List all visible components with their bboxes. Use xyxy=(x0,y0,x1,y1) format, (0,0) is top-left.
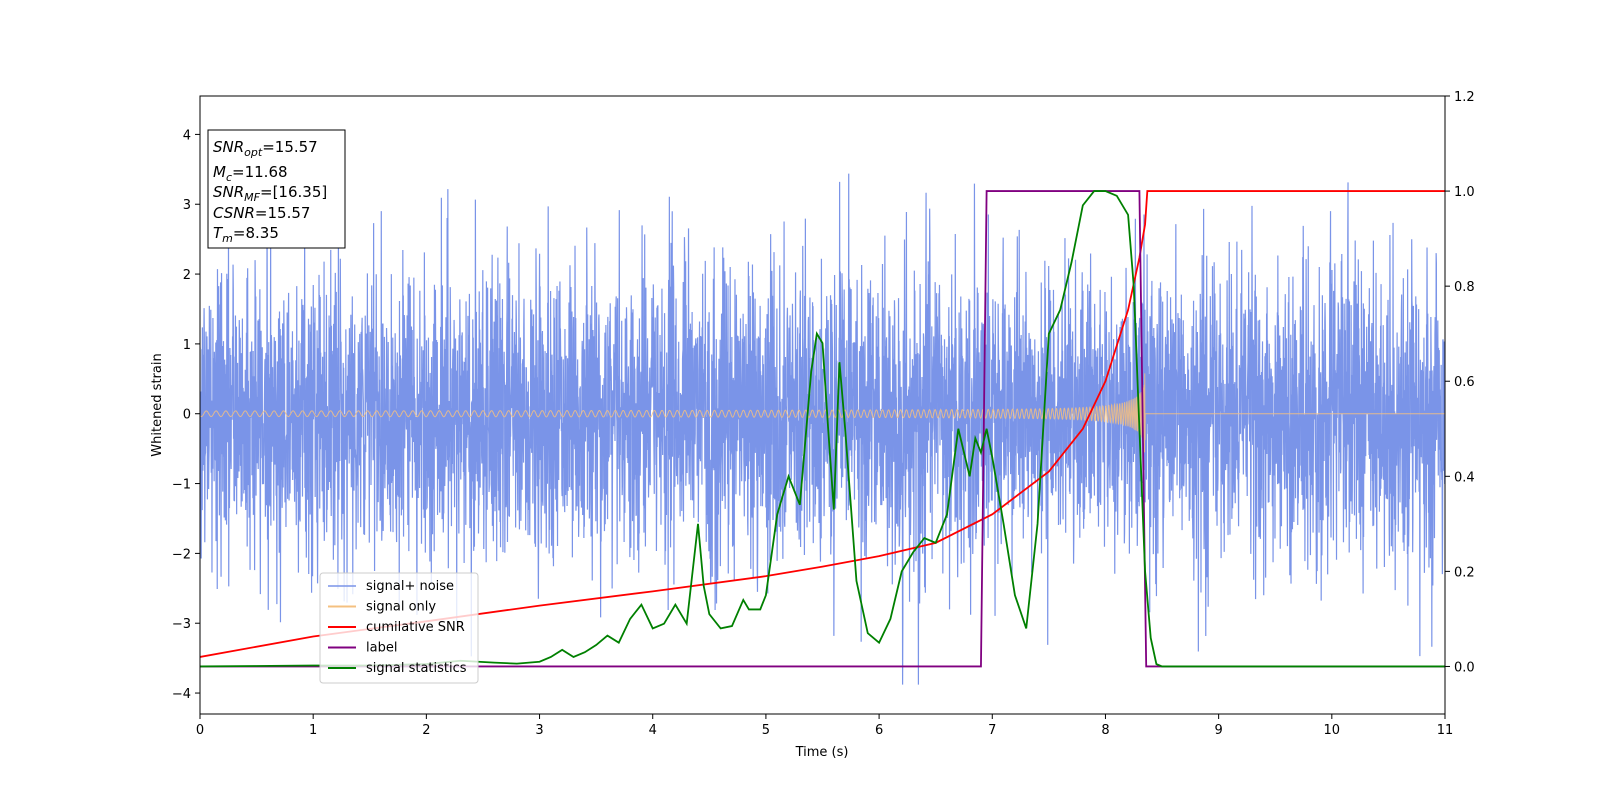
y-axis-left: −4 −3 −2 −1 0 1 2 3 4 xyxy=(172,128,200,702)
plot-area xyxy=(200,173,1445,685)
annotation-box: SNRopt=15.57 Mc=11.68SNRMF=[16.35]CSNR=15… xyxy=(207,129,346,249)
x-tick-label: 1 xyxy=(309,723,317,738)
y-right-tick-label: 0.4 xyxy=(1454,470,1475,485)
x-tick-label: 2 xyxy=(422,723,430,738)
series-signal-only xyxy=(200,373,1445,453)
y-right-tick-label: 0.0 xyxy=(1454,660,1475,675)
x-axis: 0 1 2 3 4 5 6 7 8 9 10 11 xyxy=(196,714,1453,738)
x-tick-label: 6 xyxy=(875,723,883,738)
series-signal-noise xyxy=(200,173,1445,685)
x-tick-label: 7 xyxy=(988,723,996,738)
y-left-tick-label: 0 xyxy=(183,408,191,423)
annotation-line: Tm=8.35 xyxy=(213,224,279,245)
plot-frame xyxy=(199,95,1446,715)
y-left-tick-label: −3 xyxy=(172,617,191,632)
y-left-tick-label: 4 xyxy=(183,128,191,143)
y-left-tick-label: 3 xyxy=(183,198,191,213)
legend-label: signal only xyxy=(366,600,436,615)
series-signal-statistics xyxy=(200,190,1445,668)
y-left-tick-label: −4 xyxy=(172,687,191,702)
x-tick-label: 0 xyxy=(196,723,204,738)
legend: signal+ noise signal only cumilative SNR la… xyxy=(319,572,479,684)
legend-label: signal+ noise xyxy=(366,579,454,594)
x-axis-label: Time (s) xyxy=(795,745,849,760)
y-right-tick-label: 0.6 xyxy=(1454,375,1475,390)
y-left-tick-label: 2 xyxy=(183,268,191,283)
legend-label: cumilative SNR xyxy=(366,620,465,635)
x-tick-label: 9 xyxy=(1214,723,1222,738)
x-tick-label: 3 xyxy=(535,723,543,738)
y-axis-right: 0.0 0.2 0.4 0.6 0.8 1.0 1.2 xyxy=(1445,90,1475,675)
x-tick-label: 8 xyxy=(1101,723,1109,738)
y-right-tick-label: 1.2 xyxy=(1454,90,1475,105)
y-axis-label: Whitened strain xyxy=(150,353,165,456)
annotation-line: Mc=11.68 xyxy=(213,163,288,184)
annotation-line: SNRMF=[16.35] xyxy=(213,183,327,204)
y-left-tick-label: −2 xyxy=(172,547,191,562)
series-layer xyxy=(200,173,1445,685)
y-left-tick-label: 1 xyxy=(183,338,191,353)
y-right-tick-label: 1.0 xyxy=(1454,185,1475,200)
y-right-tick-label: 0.8 xyxy=(1454,280,1475,295)
x-tick-label: 11 xyxy=(1437,723,1454,738)
annotation-line: SNRopt=15.57 xyxy=(213,138,318,159)
x-tick-label: 5 xyxy=(762,723,770,738)
x-tick-label: 10 xyxy=(1324,723,1341,738)
y-left-tick-label: −1 xyxy=(172,478,191,493)
legend-label: signal statistics xyxy=(366,661,467,676)
annotation-line: CSNR=15.57 xyxy=(213,204,310,222)
legend-label: label xyxy=(366,641,397,656)
y-right-tick-label: 0.2 xyxy=(1454,565,1475,580)
x-tick-label: 4 xyxy=(649,723,657,738)
